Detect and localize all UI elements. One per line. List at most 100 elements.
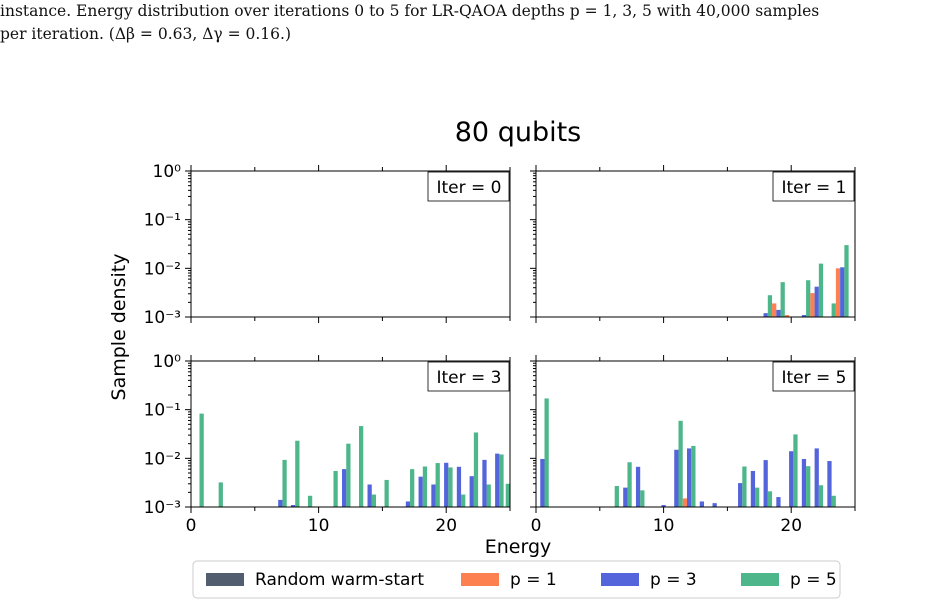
bar-p3 <box>405 501 411 507</box>
legend-item-p1: p = 1 <box>461 570 557 590</box>
bar-p5 <box>831 303 836 317</box>
bar-p3 <box>801 458 807 507</box>
bar-p5 <box>218 482 223 507</box>
x-axis-label: Energy <box>485 536 552 558</box>
bar-p3 <box>469 476 474 507</box>
bar-p3 <box>623 487 628 507</box>
bar-p5 <box>486 484 491 507</box>
panel-2: 10⁰ 10⁻¹ 10⁻² 10⁻³0 10 20 Iter = 3 <box>144 352 511 536</box>
bar-p3 <box>482 459 487 507</box>
bar-p3 <box>456 466 462 507</box>
bar-p5 <box>544 398 549 507</box>
iter-label-text: Iter = 3 <box>437 368 502 388</box>
bar-p5 <box>371 494 377 507</box>
legend-label: p = 3 <box>650 570 697 590</box>
bar-p3 <box>418 476 423 507</box>
bar-p3 <box>776 309 781 317</box>
panel-3: 0 10 20 Iter = 5 <box>530 355 856 536</box>
figure-caption: instance. Energy distribution over itera… <box>0 0 947 46</box>
bar-p5 <box>818 485 824 507</box>
bar-p5 <box>755 487 760 507</box>
legend-swatch <box>461 573 499 586</box>
bar-p3 <box>814 448 819 507</box>
bars <box>199 413 510 507</box>
panel-1: Iter = 1 <box>530 165 856 323</box>
x-tick-label: 10 <box>653 516 675 536</box>
bar-p3 <box>712 503 717 507</box>
bar-p5 <box>780 282 785 317</box>
bar-p3 <box>789 451 794 507</box>
bar-p3 <box>278 499 283 507</box>
bar-p5 <box>435 463 440 507</box>
legend-item-random: Random warm-start <box>206 570 424 590</box>
bar-p5 <box>282 459 287 507</box>
panel-frame <box>535 170 856 318</box>
bar-p3 <box>686 448 692 507</box>
iter-label-text: Iter = 5 <box>782 368 847 388</box>
bar-p3 <box>750 470 756 507</box>
bar-p5 <box>614 486 619 507</box>
chart-title: 80 qubits <box>455 117 581 148</box>
panel-frame <box>190 360 511 508</box>
y-tick-label: 10⁻³ <box>144 498 181 518</box>
bar-p3 <box>776 497 781 507</box>
y-tick-label: 10⁻² <box>144 259 181 279</box>
bar-p5 <box>806 280 811 317</box>
x-tick-label: 10 <box>308 516 330 536</box>
bar-p3 <box>674 449 679 507</box>
iter-label-text: Iter = 1 <box>782 178 847 198</box>
caption-line-2: per iteration. (Δβ = 0.63, Δγ = 0.16.) <box>0 25 291 43</box>
bar-p3 <box>367 484 372 507</box>
bar-p5 <box>806 466 811 507</box>
bar-p5 <box>627 462 632 507</box>
bar-p5 <box>742 466 747 507</box>
bar-p3 <box>290 504 296 507</box>
x-tick-label: 0 <box>186 516 197 536</box>
y-tick-label: 10⁻³ <box>144 308 181 328</box>
bar-p5 <box>818 263 824 317</box>
panel-0: 10⁰ 10⁻¹ 10⁻² 10⁻³ Iter = 0 <box>144 162 511 328</box>
bar-p5 <box>473 432 479 507</box>
bar-p5 <box>767 295 773 317</box>
bar-p1 <box>784 314 790 317</box>
y-tick-label: 10⁻² <box>144 449 181 469</box>
bar-p3 <box>444 462 449 507</box>
bar-p5 <box>384 479 389 507</box>
bars <box>763 245 849 317</box>
bar-p5 <box>359 426 364 507</box>
y-tick-label: 10⁻¹ <box>144 211 181 231</box>
y-tick-label: 10⁻¹ <box>144 401 181 421</box>
y-axis-label: Sample density <box>108 254 130 401</box>
iter-label-text: Iter = 0 <box>437 178 502 198</box>
bar-p5 <box>448 467 453 507</box>
iter-label: Iter = 0 <box>427 171 510 202</box>
bar-p3 <box>763 460 768 507</box>
legend-swatch <box>741 573 779 586</box>
bar-p5 <box>422 466 428 507</box>
bar-p3 <box>495 453 500 507</box>
y-tick-label: 10⁰ <box>153 162 182 182</box>
bar-p5 <box>307 495 313 507</box>
bar-p1 <box>772 303 777 317</box>
legend: Random warm-start p = 1 p = 3 p = 5 <box>192 560 841 599</box>
iter-label: Iter = 5 <box>772 361 855 392</box>
bar-p5 <box>844 245 849 317</box>
bar-p5 <box>295 440 300 507</box>
bar-p1 <box>810 293 815 317</box>
bar-p3 <box>699 501 705 507</box>
legend-label: p = 1 <box>510 570 557 590</box>
bar-p3 <box>801 314 807 317</box>
bar-p1 <box>682 498 687 507</box>
y-tick-label: 10⁰ <box>153 352 182 372</box>
bar-p5 <box>199 413 204 507</box>
x-tick-label: 0 <box>531 516 542 536</box>
x-tick-label: 20 <box>780 516 802 536</box>
bar-p1 <box>835 268 841 317</box>
bar-p3 <box>763 313 768 317</box>
bar-p3 <box>814 286 819 317</box>
bar-p3 <box>341 469 347 507</box>
bar-p3 <box>431 484 436 507</box>
iter-label: Iter = 3 <box>427 361 510 392</box>
iter-label: Iter = 1 <box>772 171 855 202</box>
